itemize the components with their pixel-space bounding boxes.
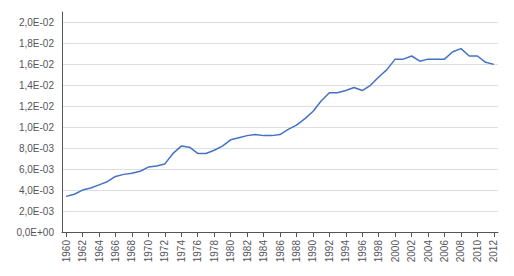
svg-text:1,8E-02: 1,8E-02 bbox=[19, 38, 54, 49]
svg-text:1992: 1992 bbox=[324, 240, 335, 263]
svg-text:1962: 1962 bbox=[77, 240, 88, 263]
svg-text:2008: 2008 bbox=[455, 240, 466, 263]
svg-text:2006: 2006 bbox=[439, 240, 450, 263]
svg-text:1996: 1996 bbox=[357, 240, 368, 263]
svg-text:2000: 2000 bbox=[390, 240, 401, 263]
svg-text:2012: 2012 bbox=[488, 240, 499, 263]
svg-text:2002: 2002 bbox=[406, 240, 417, 263]
svg-text:2010: 2010 bbox=[472, 240, 483, 263]
svg-text:1964: 1964 bbox=[94, 240, 105, 263]
svg-text:1980: 1980 bbox=[225, 240, 236, 263]
svg-text:1,0E-02: 1,0E-02 bbox=[19, 122, 54, 133]
svg-text:2004: 2004 bbox=[423, 240, 434, 263]
svg-text:1994: 1994 bbox=[340, 240, 351, 263]
svg-text:1,2E-02: 1,2E-02 bbox=[19, 101, 54, 112]
svg-text:1974: 1974 bbox=[176, 240, 187, 263]
svg-text:8,0E-03: 8,0E-03 bbox=[19, 143, 54, 154]
svg-text:1988: 1988 bbox=[291, 240, 302, 263]
svg-text:2,0E-03: 2,0E-03 bbox=[19, 206, 54, 217]
svg-text:0,0E+00: 0,0E+00 bbox=[16, 227, 54, 238]
svg-text:6,0E-03: 6,0E-03 bbox=[19, 164, 54, 175]
svg-text:1978: 1978 bbox=[209, 240, 220, 263]
svg-text:1998: 1998 bbox=[373, 240, 384, 263]
svg-text:1968: 1968 bbox=[126, 240, 137, 263]
svg-text:1970: 1970 bbox=[143, 240, 154, 263]
svg-text:1986: 1986 bbox=[275, 240, 286, 263]
svg-text:1982: 1982 bbox=[242, 240, 253, 263]
svg-text:4,0E-03: 4,0E-03 bbox=[19, 185, 54, 196]
svg-text:1,4E-02: 1,4E-02 bbox=[19, 80, 54, 91]
svg-text:1,6E-02: 1,6E-02 bbox=[19, 59, 54, 70]
svg-text:1976: 1976 bbox=[192, 240, 203, 263]
svg-text:1966: 1966 bbox=[110, 240, 121, 263]
svg-text:1960: 1960 bbox=[61, 240, 72, 263]
svg-text:1990: 1990 bbox=[307, 240, 318, 263]
svg-text:2,0E-02: 2,0E-02 bbox=[19, 17, 54, 28]
svg-text:1972: 1972 bbox=[159, 240, 170, 263]
svg-text:1984: 1984 bbox=[258, 240, 269, 263]
